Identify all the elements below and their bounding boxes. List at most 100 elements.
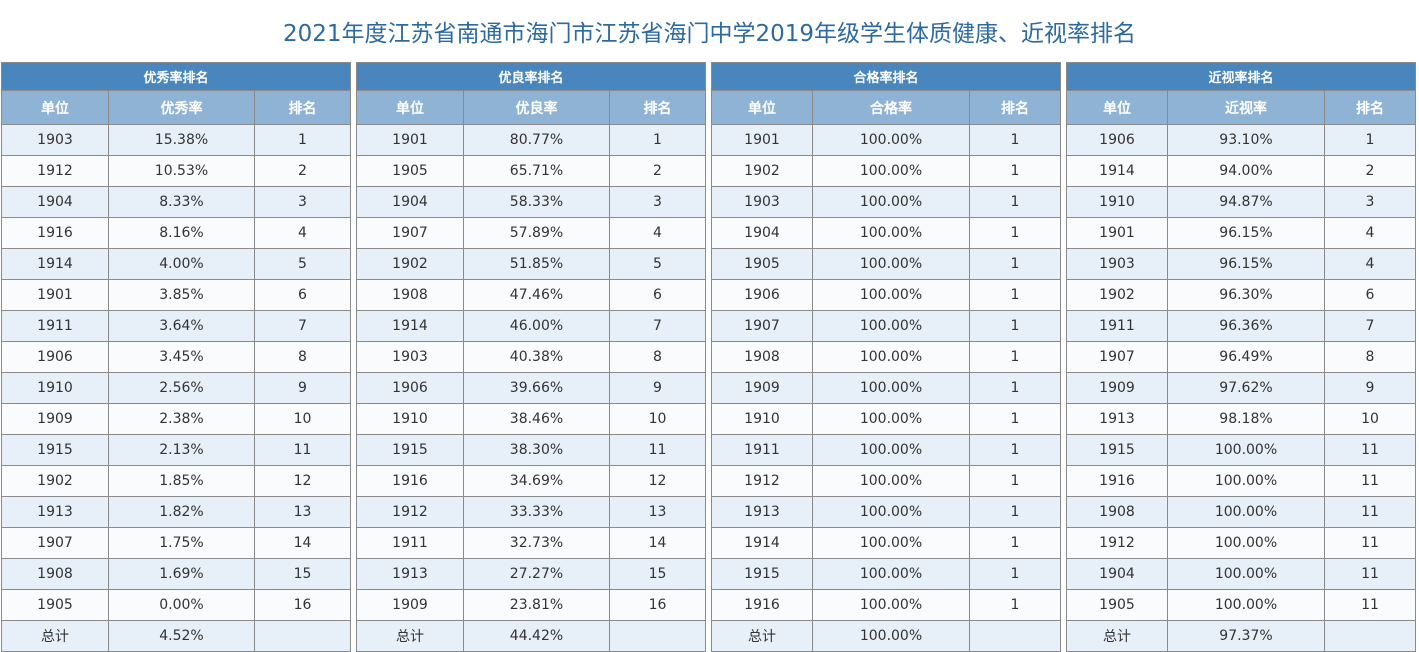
rank-cell: 1 <box>1324 124 1416 156</box>
table-row: 1914 94.00% 2 <box>1066 155 1416 187</box>
unit-cell: 1909 <box>711 372 813 404</box>
unit-cell: 1905 <box>1066 589 1168 621</box>
unit-cell: 1904 <box>711 217 813 249</box>
table-row: 1913 100.00% 1 <box>711 496 1061 528</box>
rate-cell: 3.85% <box>108 279 255 311</box>
unit-cell: 总计 <box>711 620 813 652</box>
unit-cell: 1904 <box>1 186 109 218</box>
unit-cell: 1904 <box>356 186 464 218</box>
table-row: 1905 0.00% 16 <box>1 589 351 621</box>
table-row: 1903 40.38% 8 <box>356 341 706 373</box>
unit-cell: 1907 <box>711 310 813 342</box>
unit-cell: 1906 <box>356 372 464 404</box>
rank-cell: 10 <box>254 403 351 435</box>
rate-cell: 93.10% <box>1167 124 1325 156</box>
unit-cell: 1905 <box>1 589 109 621</box>
rank-cell: 9 <box>1324 372 1416 404</box>
table-row: 1907 57.89% 4 <box>356 217 706 249</box>
rate-cell: 3.45% <box>108 341 255 373</box>
rank-cell: 2 <box>1324 155 1416 187</box>
rate-cell: 4.52% <box>108 620 255 652</box>
myopia-rate-panel: 近视率排名 单位 近视率 排名 1906 93.10% 1 1914 94.00% 2 19… <box>1066 62 1416 652</box>
table-row: 1906 100.00% 1 <box>711 279 1061 311</box>
unit-cell: 1907 <box>356 217 464 249</box>
unit-cell: 1912 <box>1066 527 1168 559</box>
rate-cell: 27.27% <box>463 558 610 590</box>
rate-cell: 58.33% <box>463 186 610 218</box>
rate-cell: 96.49% <box>1167 341 1325 373</box>
table-title: 优秀率排名 <box>1 62 351 91</box>
total-row: 总计 44.42% <box>356 620 706 652</box>
rank-cell: 1 <box>969 465 1061 497</box>
column-header-unit: 单位 <box>711 90 813 125</box>
rate-cell: 100.00% <box>812 310 970 342</box>
unit-cell: 1914 <box>711 527 813 559</box>
rate-cell: 2.13% <box>108 434 255 466</box>
table-row: 1915 100.00% 1 <box>711 558 1061 590</box>
rate-cell: 100.00% <box>1167 589 1325 621</box>
unit-cell: 1910 <box>1066 186 1168 218</box>
table-row: 1907 1.75% 14 <box>1 527 351 559</box>
rate-cell: 40.38% <box>463 341 610 373</box>
unit-cell: 1915 <box>356 434 464 466</box>
column-header-unit: 单位 <box>1066 90 1168 125</box>
rate-cell: 39.66% <box>463 372 610 404</box>
rank-cell: 2 <box>609 155 706 187</box>
rate-cell: 1.85% <box>108 465 255 497</box>
rate-cell: 1.75% <box>108 527 255 559</box>
rank-cell: 1 <box>969 341 1061 373</box>
unit-cell: 1903 <box>711 186 813 218</box>
rank-cell: 6 <box>609 279 706 311</box>
table-row: 1902 100.00% 1 <box>711 155 1061 187</box>
table-row: 1903 15.38% 1 <box>1 124 351 156</box>
table-row: 1914 100.00% 1 <box>711 527 1061 559</box>
rank-cell: 4 <box>609 217 706 249</box>
rank-cell: 11 <box>1324 558 1416 590</box>
rate-cell: 44.42% <box>463 620 610 652</box>
unit-cell: 1916 <box>1 217 109 249</box>
rate-cell: 100.00% <box>812 279 970 311</box>
table-row: 1913 1.82% 13 <box>1 496 351 528</box>
rate-cell: 96.36% <box>1167 310 1325 342</box>
rank-cell: 12 <box>609 465 706 497</box>
rank-cell: 1 <box>969 589 1061 621</box>
table-row: 1914 4.00% 5 <box>1 248 351 280</box>
table-row: 1910 38.46% 10 <box>356 403 706 435</box>
table-row: 1909 97.62% 9 <box>1066 372 1416 404</box>
table-row: 1909 100.00% 1 <box>711 372 1061 404</box>
rank-cell: 1 <box>254 124 351 156</box>
rate-cell: 46.00% <box>463 310 610 342</box>
rate-cell: 96.15% <box>1167 217 1325 249</box>
rate-cell: 98.18% <box>1167 403 1325 435</box>
rate-cell: 8.16% <box>108 217 255 249</box>
rank-cell: 1 <box>969 248 1061 280</box>
excellence-rate-panel: 优秀率排名 单位 优秀率 排名 1903 15.38% 1 1912 10.53% 2 19… <box>1 62 351 652</box>
rate-cell: 2.56% <box>108 372 255 404</box>
unit-cell: 1908 <box>1066 496 1168 528</box>
table-row: 1911 100.00% 1 <box>711 434 1061 466</box>
unit-cell: 1903 <box>1066 248 1168 280</box>
table-row: 1904 58.33% 3 <box>356 186 706 218</box>
total-row: 总计 4.52% <box>1 620 351 652</box>
table-row: 1916 100.00% 11 <box>1066 465 1416 497</box>
unit-cell: 1909 <box>356 589 464 621</box>
unit-cell: 1913 <box>356 558 464 590</box>
table-row: 1905 100.00% 11 <box>1066 589 1416 621</box>
table-row: 1903 100.00% 1 <box>711 186 1061 218</box>
unit-cell: 1903 <box>356 341 464 373</box>
rank-cell: 11 <box>1324 465 1416 497</box>
unit-cell: 1908 <box>1 558 109 590</box>
rank-cell: 16 <box>254 589 351 621</box>
rank-cell: 7 <box>609 310 706 342</box>
unit-cell: 1908 <box>711 341 813 373</box>
unit-cell: 1910 <box>1 372 109 404</box>
table-row: 1902 96.30% 6 <box>1066 279 1416 311</box>
table-row: 1902 1.85% 12 <box>1 465 351 497</box>
table-row: 1904 100.00% 11 <box>1066 558 1416 590</box>
rank-cell: 6 <box>1324 279 1416 311</box>
rank-cell: 14 <box>609 527 706 559</box>
unit-cell: 1902 <box>356 248 464 280</box>
rate-cell: 80.77% <box>463 124 610 156</box>
rank-cell: 1 <box>969 558 1061 590</box>
rate-cell: 15.38% <box>108 124 255 156</box>
